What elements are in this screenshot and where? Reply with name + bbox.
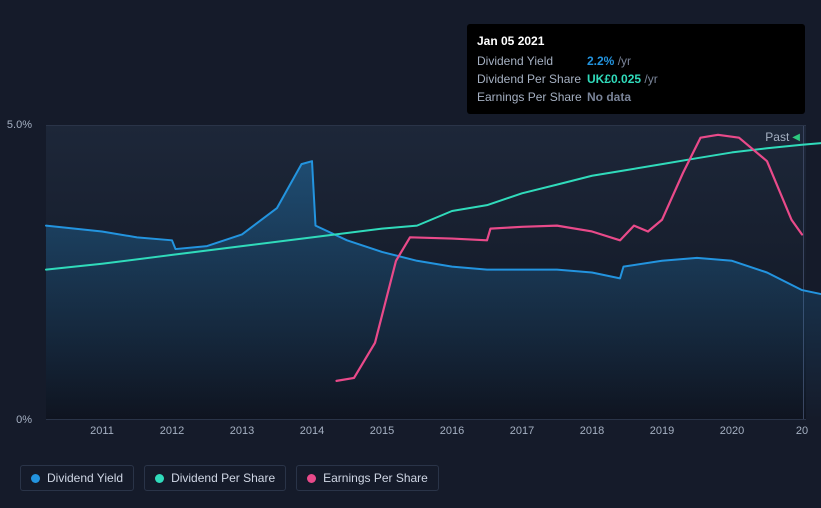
swatch-icon — [31, 474, 40, 483]
x-tick: 2016 — [440, 425, 464, 437]
legend-earnings-per-share[interactable]: Earnings Per Share — [296, 465, 439, 491]
x-tick: 20 — [796, 425, 808, 437]
dividend-chart: 5.0% 0% Past◀ 20112012201320142015201620… — [18, 105, 808, 445]
tooltip-date: Jan 05 2021 — [477, 32, 795, 50]
legend: Dividend Yield Dividend Per Share Earnin… — [20, 465, 439, 491]
x-tick: 2014 — [300, 425, 324, 437]
tooltip-row: Earnings Per ShareNo data — [477, 88, 795, 106]
plot-area[interactable]: Past◀ — [46, 125, 806, 420]
x-tick: 2019 — [650, 425, 674, 437]
tooltip-row: Dividend Per ShareUK£0.025 /yr — [477, 70, 795, 88]
swatch-icon — [307, 474, 316, 483]
tooltip-row: Dividend Yield2.2% /yr — [477, 52, 795, 70]
x-tick: 2013 — [230, 425, 254, 437]
x-tick: 2012 — [160, 425, 184, 437]
y-tick-min: 0% — [16, 414, 32, 426]
legend-dividend-per-share[interactable]: Dividend Per Share — [144, 465, 286, 491]
x-tick: 2018 — [580, 425, 604, 437]
x-tick: 2017 — [510, 425, 534, 437]
swatch-icon — [155, 474, 164, 483]
x-axis: 2011201220132014201520162017201820192020… — [46, 425, 806, 443]
x-tick: 2020 — [720, 425, 744, 437]
hover-tooltip: Jan 05 2021 Dividend Yield2.2% /yrDivide… — [467, 24, 805, 114]
x-tick: 2011 — [90, 425, 114, 437]
x-tick: 2015 — [370, 425, 394, 437]
legend-dividend-yield[interactable]: Dividend Yield — [20, 465, 134, 491]
y-tick-max: 5.0% — [7, 119, 32, 131]
